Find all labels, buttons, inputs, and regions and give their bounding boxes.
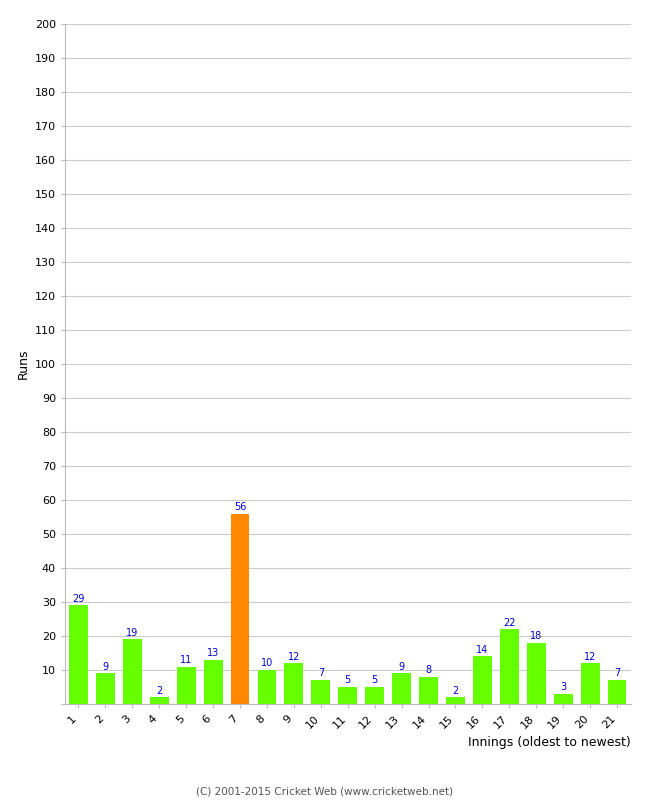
Bar — [203, 660, 222, 704]
Text: 19: 19 — [126, 628, 138, 638]
Bar — [608, 680, 627, 704]
Bar — [446, 697, 465, 704]
Bar — [231, 514, 250, 704]
Bar — [285, 663, 304, 704]
Text: 56: 56 — [234, 502, 246, 512]
Text: 5: 5 — [372, 675, 378, 686]
Text: 11: 11 — [180, 655, 192, 665]
Text: 7: 7 — [614, 669, 620, 678]
Bar — [123, 639, 142, 704]
Text: 9: 9 — [102, 662, 109, 672]
Text: 5: 5 — [344, 675, 351, 686]
Text: 8: 8 — [426, 665, 432, 675]
Text: 2: 2 — [156, 686, 162, 695]
Bar — [365, 687, 384, 704]
Bar — [554, 694, 573, 704]
Bar — [392, 674, 411, 704]
Bar — [69, 606, 88, 704]
Bar — [177, 666, 196, 704]
Text: (C) 2001-2015 Cricket Web (www.cricketweb.net): (C) 2001-2015 Cricket Web (www.cricketwe… — [196, 786, 454, 796]
Text: 29: 29 — [72, 594, 84, 604]
Bar — [473, 656, 492, 704]
Bar — [338, 687, 357, 704]
Text: 10: 10 — [261, 658, 273, 668]
Text: 7: 7 — [318, 669, 324, 678]
Y-axis label: Runs: Runs — [16, 349, 29, 379]
Text: 3: 3 — [560, 682, 566, 692]
Text: 9: 9 — [398, 662, 405, 672]
Text: 13: 13 — [207, 648, 219, 658]
Bar — [96, 674, 115, 704]
Bar — [257, 670, 276, 704]
Text: 14: 14 — [476, 645, 489, 654]
Text: 22: 22 — [503, 618, 515, 627]
Text: 2: 2 — [452, 686, 459, 695]
Bar — [150, 697, 168, 704]
Text: 12: 12 — [584, 651, 596, 662]
X-axis label: Innings (oldest to newest): Innings (oldest to newest) — [468, 736, 630, 749]
Text: 18: 18 — [530, 631, 542, 641]
Bar — [500, 629, 519, 704]
Bar — [526, 643, 545, 704]
Text: 12: 12 — [288, 651, 300, 662]
Bar — [580, 663, 599, 704]
Bar — [419, 677, 438, 704]
Bar — [311, 680, 330, 704]
